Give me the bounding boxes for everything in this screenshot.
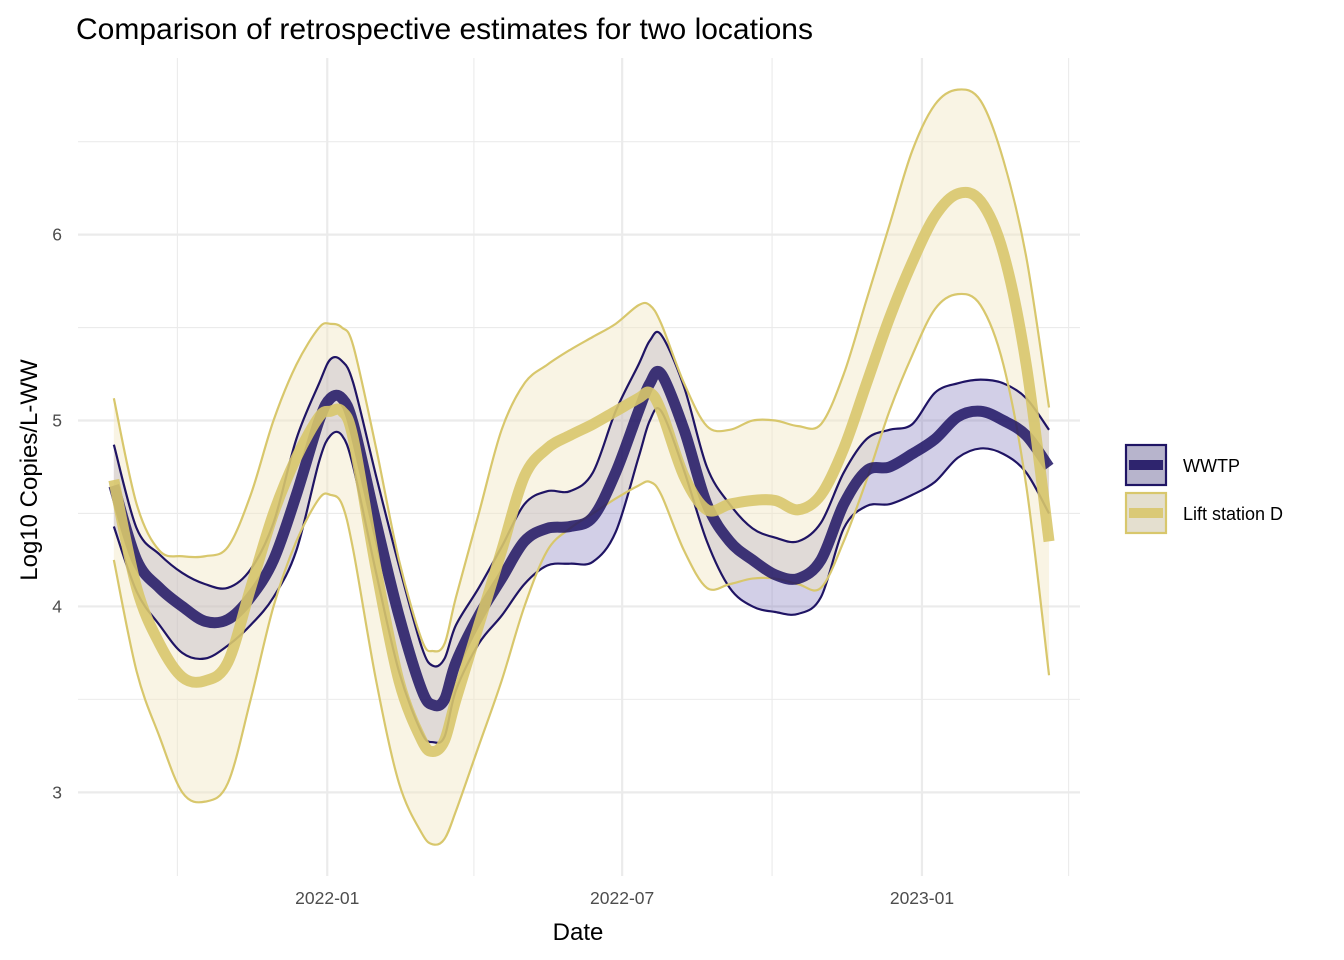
- lift-station-ribbon: [113, 89, 1050, 845]
- legend-label: Lift station D: [1183, 504, 1283, 524]
- legend: WWTP Lift station D: [1124, 443, 1283, 535]
- band-line-layer: [112, 88, 1051, 846]
- chart-title: Comparison of retrospective estimates fo…: [76, 13, 813, 46]
- wwtp-estimate-line: [108, 365, 1054, 712]
- lift-station-lower-bound: [112, 292, 1051, 846]
- wwtp-lower-bound: [112, 406, 1051, 745]
- x-tick-label: 2023-01: [890, 888, 954, 908]
- y-tick-label: 3: [52, 782, 62, 802]
- y-tick-labels: 3 4 5 6: [52, 225, 62, 803]
- y-tick-label: 4: [52, 596, 62, 616]
- legend-item-lift-station: Lift station D: [1124, 491, 1283, 535]
- legend-item-wwtp: WWTP: [1124, 443, 1240, 487]
- x-tick-labels: 2022-01 2022-07 2023-01: [295, 888, 954, 908]
- lift-station-estimate-line: [108, 186, 1055, 757]
- legend-label: WWTP: [1183, 456, 1240, 476]
- line-layer: [108, 186, 1055, 757]
- y-axis-title: Log10 Copies/L-WW: [16, 359, 43, 581]
- x-axis-title: Date: [553, 919, 604, 946]
- lift-station-upper-bound: [112, 88, 1051, 653]
- y-tick-label: 5: [52, 411, 62, 431]
- y-tick-label: 6: [52, 225, 62, 245]
- x-tick-label: 2022-01: [295, 888, 359, 908]
- x-tick-label: 2022-07: [590, 888, 654, 908]
